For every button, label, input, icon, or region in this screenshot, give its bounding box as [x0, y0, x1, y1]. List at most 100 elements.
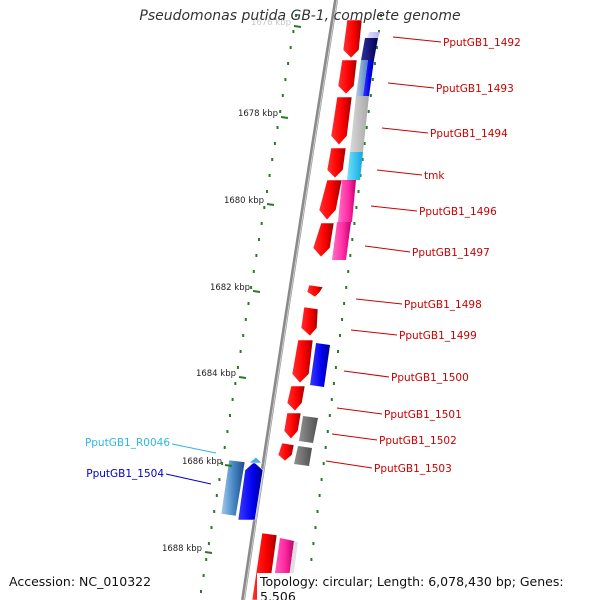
gene-leader-line [336, 407, 383, 415]
coordinate-dot [359, 174, 362, 177]
cds-1502-arrow [283, 412, 302, 440]
coordinate-dot [231, 398, 234, 401]
gene-leader-line [343, 370, 390, 378]
coordinate-dot [210, 526, 213, 529]
cog-block-steel-light [356, 60, 368, 96]
gene-label[interactable]: PputGB1_R0046 [85, 437, 170, 449]
coordinate-dot [373, 62, 376, 65]
cds-1501-arrow [286, 385, 306, 412]
gene-label[interactable]: PputGB1_1500 [391, 372, 469, 384]
cog-block-dark-1502 [299, 416, 318, 443]
gene-label[interactable]: PputGB1_1492 [443, 37, 521, 49]
cog-block-navy [361, 38, 378, 60]
rrna-r0046-arrow [248, 456, 263, 464]
gene-label[interactable]: PputGB1_1502 [379, 435, 457, 447]
coordinate-dot [328, 414, 331, 417]
coordinate-dot [371, 78, 374, 81]
coordinate-dot [244, 318, 247, 321]
cog-block-cyan [347, 152, 363, 180]
gene-leader-line [325, 460, 373, 469]
gene-leader-line [165, 473, 212, 485]
coordinate-dot [349, 254, 352, 257]
coordinate-dot [334, 366, 337, 369]
gene-label[interactable]: PputGB1_1494 [430, 128, 508, 140]
coordinate-dot [320, 478, 323, 481]
coordinate-dot [343, 302, 346, 305]
coordinate-dot [324, 446, 327, 449]
coordinate-dot [318, 494, 321, 497]
coordinate-dot [260, 222, 263, 225]
kbp-tick [238, 376, 247, 379]
kbp-tick [293, 25, 302, 28]
coordinate-dot [351, 238, 354, 241]
coordinate-dot [363, 142, 366, 145]
gene-label[interactable]: tmk [424, 170, 445, 182]
cds-1503-arrow [277, 442, 295, 462]
cog-block-lav [367, 32, 380, 38]
kbp-tick-label: 1684 kbp [196, 369, 236, 379]
coordinate-dot [281, 94, 284, 97]
cds-1493-arrow [337, 59, 358, 95]
coordinate-dot [357, 190, 360, 193]
kbp-tick-label: 1686 kbp [182, 457, 222, 467]
cog-block-dark-1503 [294, 446, 312, 466]
gene-label[interactable]: PputGB1_1503 [374, 463, 452, 475]
topology-text: Topology: circular; Length: 6,078,430 bp… [257, 573, 600, 600]
gene-leader-line [331, 433, 378, 441]
gene-label[interactable]: PputGB1_1504 [86, 468, 164, 480]
gene-leader-line [370, 205, 418, 212]
coordinate-dot [271, 158, 274, 161]
gene-label[interactable]: PputGB1_1493 [436, 83, 514, 95]
cog-block-pink-1 [338, 180, 356, 222]
coordinate-dot [266, 190, 268, 193]
cog-block-pink-2 [332, 222, 351, 260]
coordinate-dot [223, 446, 226, 449]
coordinate-dot [247, 302, 250, 305]
coordinate-dot [229, 414, 231, 417]
coordinate-dot [202, 574, 205, 577]
coordinate-dot [316, 510, 319, 513]
coordinate-dot [236, 366, 239, 369]
coordinate-dot [258, 238, 260, 241]
gene-leader-line [364, 245, 411, 253]
coordinate-dot [292, 30, 295, 33]
cds-1504-arrow [237, 461, 264, 521]
gene-label[interactable]: PputGB1_1501 [384, 409, 462, 421]
coordinate-dot [218, 478, 221, 481]
coordinate-dot [322, 462, 325, 465]
coordinate-dot [337, 350, 339, 353]
kbp-tick [252, 290, 261, 293]
cog-block-grey [350, 96, 369, 152]
cds-1500-arrow [291, 339, 314, 384]
coordinate-dot [255, 254, 258, 257]
genome-backbone-highlight [243, 0, 338, 600]
kbp-tick-label: 1678 kbp [238, 109, 278, 119]
coordinate-dot [365, 126, 368, 129]
cds-1492-arrow [342, 19, 363, 59]
coordinate-dot [332, 382, 335, 385]
cog-block-blue-1500 [310, 343, 330, 387]
gene-label[interactable]: PputGB1_1499 [399, 330, 477, 342]
cds-1496-arrow [318, 179, 343, 221]
coordinate-dot [378, 30, 380, 33]
coordinate-dot [234, 382, 237, 385]
kbp-tick [224, 464, 233, 467]
coordinate-dot [207, 542, 210, 545]
gene-label[interactable]: PputGB1_1498 [404, 299, 482, 311]
gene-label[interactable]: PputGB1_1497 [412, 247, 490, 259]
gene-leader-line [350, 329, 398, 336]
gene-label[interactable]: PputGB1_1496 [419, 206, 497, 218]
cds-ring-1 [237, 19, 363, 600]
tick-marks: 1676 kbp 1678 kbp 1680 kbp 1682 kbp 1684 kbp… [162, 18, 302, 554]
kbp-tick-label: 1676 kbp [251, 18, 291, 28]
kbp-tick-label: 1688 kbp [162, 544, 202, 554]
coordinate-dot [339, 334, 341, 337]
coordinate-dot [242, 334, 245, 337]
cds-tmk-arrow [326, 147, 347, 179]
coordinate-dot [205, 558, 208, 561]
coordinate-dot [353, 222, 356, 225]
cds-1497-arrow [312, 222, 335, 258]
coordinate-dot [263, 206, 266, 209]
